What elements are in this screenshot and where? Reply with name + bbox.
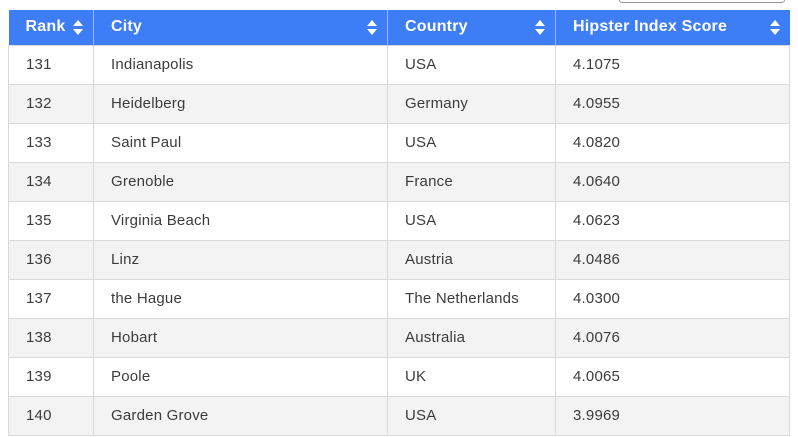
country-cell: USA — [387, 200, 556, 241]
country-cell: The Netherlands — [387, 278, 556, 319]
city-cell: Indianapolis — [93, 44, 388, 85]
rank-cell: 134 — [8, 161, 94, 202]
score-cell: 4.0065 — [555, 356, 790, 397]
table-row: 134 Grenoble France 4.0640 — [8, 161, 790, 202]
column-header-rank-label: Rank — [25, 18, 66, 36]
column-header-city-label: City — [111, 18, 143, 36]
header-row: Rank City Country — [8, 10, 790, 45]
score-cell: 3.9969 — [555, 395, 790, 436]
score-cell: 4.0076 — [555, 317, 790, 358]
city-cell: Linz — [93, 239, 388, 280]
table-header: Rank City Country — [8, 10, 790, 45]
score-cell: 4.0623 — [555, 200, 790, 241]
sort-icon — [769, 19, 780, 35]
table-row: 133 Saint Paul USA 4.0820 — [8, 122, 790, 163]
table-row: 136 Linz Austria 4.0486 — [8, 239, 790, 280]
score-cell: 4.0955 — [555, 83, 790, 124]
city-cell: the Hague — [93, 278, 388, 319]
rank-cell: 138 — [8, 317, 94, 358]
rank-cell: 135 — [8, 200, 94, 241]
table-body: 131 Indianapolis USA 4.1075 132 Heidelbe… — [8, 44, 790, 436]
rank-cell: 132 — [8, 83, 94, 124]
country-cell: USA — [387, 44, 556, 85]
table-row: 137 the Hague The Netherlands 4.0300 — [8, 278, 790, 319]
table-row: 131 Indianapolis USA 4.1075 — [8, 44, 790, 85]
city-cell: Grenoble — [93, 161, 388, 202]
country-cell: France — [387, 161, 556, 202]
rank-cell: 139 — [8, 356, 94, 397]
city-cell: Garden Grove — [93, 395, 388, 436]
rank-cell: 133 — [8, 122, 94, 163]
score-cell: 4.0300 — [555, 278, 790, 319]
country-cell: Germany — [387, 83, 556, 124]
column-header-city[interactable]: City — [93, 10, 388, 45]
city-cell: Heidelberg — [93, 83, 388, 124]
table-row: 140 Garden Grove USA 3.9969 — [8, 395, 790, 436]
sort-icon — [535, 19, 545, 35]
column-header-score-label: Hipster Index Score — [573, 18, 728, 36]
country-cell: Australia — [387, 317, 556, 358]
rank-cell: 131 — [8, 44, 94, 85]
score-cell: 4.0486 — [555, 239, 790, 280]
table-row: 139 Poole UK 4.0065 — [8, 356, 790, 397]
city-cell: Poole — [93, 356, 388, 397]
sort-icon — [367, 19, 377, 35]
sort-icon — [73, 19, 84, 35]
column-header-score[interactable]: Hipster Index Score — [555, 10, 790, 45]
country-cell: Austria — [387, 239, 556, 280]
table-row: 132 Heidelberg Germany 4.0955 — [8, 83, 790, 124]
rank-cell: 140 — [8, 395, 94, 436]
rank-cell: 136 — [8, 239, 94, 280]
rank-cell: 137 — [8, 278, 94, 319]
country-cell: UK — [387, 356, 556, 397]
city-cell: Virginia Beach — [93, 200, 388, 241]
table-row: 135 Virginia Beach USA 4.0623 — [8, 200, 790, 241]
city-cell: Saint Paul — [93, 122, 388, 163]
hipster-index-table: Rank City Country — [8, 10, 790, 436]
score-cell: 4.0640 — [555, 161, 790, 202]
column-header-rank[interactable]: Rank — [8, 10, 94, 45]
column-header-country-label: Country — [405, 18, 468, 36]
table-row: 138 Hobart Australia 4.0076 — [8, 317, 790, 358]
score-cell: 4.0820 — [555, 122, 790, 163]
city-cell: Hobart — [93, 317, 388, 358]
country-cell: USA — [387, 395, 556, 436]
country-cell: USA — [387, 122, 556, 163]
column-header-country[interactable]: Country — [387, 10, 556, 45]
search-input[interactable] — [619, 0, 785, 3]
score-cell: 4.1075 — [555, 44, 790, 85]
